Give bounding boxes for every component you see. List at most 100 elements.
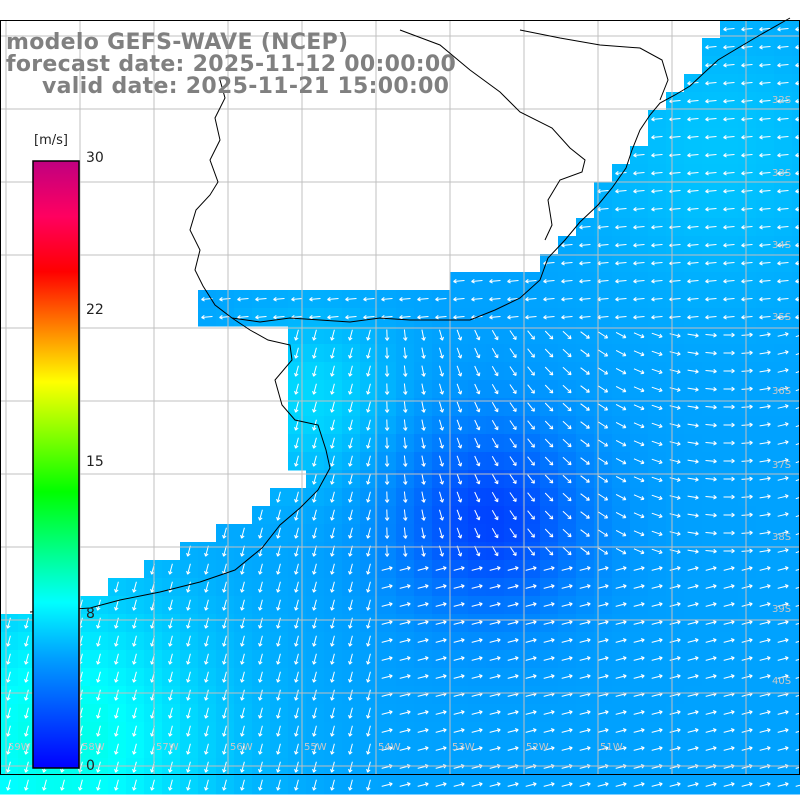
wind-vector-arrow xyxy=(615,475,627,483)
wind-vector-arrow xyxy=(705,135,717,140)
wind-vector-arrow xyxy=(580,421,590,429)
wind-vector-arrow xyxy=(435,297,447,302)
wind-vector-arrow xyxy=(240,671,245,683)
wind-vector-arrow xyxy=(294,653,299,665)
wind-vector-arrow xyxy=(705,315,717,320)
wind-vector-arrow xyxy=(258,509,263,521)
wind-vector-arrow xyxy=(795,622,800,625)
wind-vector-arrow xyxy=(491,329,499,341)
wind-vector-arrow xyxy=(561,656,573,661)
wind-vector-arrow xyxy=(705,243,717,248)
wind-vector-arrow xyxy=(795,730,800,733)
wind-vector-arrow xyxy=(795,568,800,571)
wind-vector-arrow xyxy=(381,782,393,787)
wind-vector-arrow xyxy=(759,512,771,517)
wind-vector-arrow xyxy=(474,473,481,485)
wind-vector-arrow xyxy=(705,189,717,194)
wind-vector-arrow xyxy=(132,671,137,683)
wind-vector-arrow xyxy=(240,779,245,791)
wind-vector-arrow xyxy=(381,620,393,625)
wind-vector-arrow xyxy=(795,99,800,104)
wind-vector-arrow xyxy=(651,225,663,230)
wind-vector-arrow xyxy=(561,584,573,589)
wind-vector-arrow xyxy=(723,404,735,410)
wind-vector-arrow xyxy=(348,617,353,629)
wind-vector-arrow xyxy=(687,477,699,482)
wind-vector-arrow xyxy=(453,656,465,661)
wind-vector-arrow xyxy=(543,710,555,715)
wind-vector-arrow xyxy=(795,550,800,554)
wind-vector-arrow xyxy=(651,243,663,248)
wind-vector-arrow xyxy=(597,782,609,787)
wind-vector-arrow xyxy=(417,602,429,607)
wind-vector-arrow xyxy=(456,509,463,521)
wind-vector-arrow xyxy=(561,620,573,625)
wind-vector-arrow xyxy=(795,766,800,769)
wind-vector-arrow xyxy=(544,510,554,520)
wind-vector-arrow xyxy=(366,725,371,737)
wind-vector-arrow xyxy=(544,402,554,412)
wind-vector-arrow xyxy=(633,350,645,357)
wind-vector-arrow xyxy=(276,761,281,773)
wind-vector-arrow xyxy=(633,404,645,411)
wind-vector-arrow xyxy=(669,656,681,661)
wind-vector-arrow xyxy=(527,456,535,466)
wind-vector-arrow xyxy=(258,743,263,755)
wind-vector-arrow xyxy=(705,620,717,625)
wind-vector-arrow xyxy=(723,171,735,176)
wind-vector-arrow xyxy=(294,329,299,341)
wind-vector-arrow xyxy=(96,779,101,791)
wind-vector-arrow xyxy=(741,315,753,320)
wind-vector-arrow xyxy=(544,438,554,448)
wind-vector-arrow xyxy=(222,653,227,665)
wind-vector-arrow xyxy=(399,728,411,733)
wind-vector-arrow xyxy=(255,297,267,302)
wind-vector-arrow xyxy=(705,99,717,104)
wind-vector-arrow xyxy=(633,458,645,465)
wind-vector-arrow xyxy=(795,243,800,248)
wind-vector-arrow xyxy=(509,492,517,502)
wind-vector-arrow xyxy=(456,383,463,395)
wind-vector-arrow xyxy=(687,441,699,446)
wind-vector-arrow xyxy=(651,728,663,733)
wind-vector-arrow xyxy=(96,617,101,629)
wind-vector-arrow xyxy=(723,243,735,248)
wind-vector-arrow xyxy=(96,599,101,611)
wind-vector-arrow xyxy=(741,782,753,787)
wind-vector-arrow xyxy=(597,602,609,607)
wind-vector-arrow xyxy=(417,620,429,625)
wind-vector-arrow xyxy=(453,584,465,589)
wind-vector-arrow xyxy=(348,581,353,593)
wind-speed-cell xyxy=(792,650,800,669)
wind-vector-arrow xyxy=(114,689,119,701)
wind-vector-arrow xyxy=(795,153,800,158)
wind-vector-arrow xyxy=(651,710,663,715)
wind-vector-arrow xyxy=(651,656,663,661)
wind-vector-arrow xyxy=(651,746,663,751)
wind-vector-arrow xyxy=(705,386,717,392)
wind-vector-arrow xyxy=(471,620,483,625)
wind-vector-arrow xyxy=(435,638,447,643)
wind-vector-arrow xyxy=(456,365,463,377)
wind-vector-arrow xyxy=(543,261,555,266)
wind-vector-arrow xyxy=(543,297,555,302)
wind-vector-arrow xyxy=(330,347,335,359)
wind-vector-arrow xyxy=(399,566,411,571)
wind-vector-arrow xyxy=(687,387,699,392)
wind-vector-arrow xyxy=(580,403,590,411)
wind-speed-cell xyxy=(792,524,800,543)
wind-vector-arrow xyxy=(741,440,753,446)
wind-vector-arrow xyxy=(580,475,590,483)
wind-vector-arrow xyxy=(384,419,390,431)
wind-vector-arrow xyxy=(489,279,501,284)
wind-vector-arrow xyxy=(615,674,627,679)
wind-vector-arrow xyxy=(598,511,609,519)
wind-vector-arrow xyxy=(580,349,590,357)
wind-vector-arrow xyxy=(276,725,281,737)
wind-vector-arrow xyxy=(258,653,263,665)
wind-vector-arrow xyxy=(795,189,800,194)
wind-vector-arrow xyxy=(527,330,535,340)
wind-vector-arrow xyxy=(366,581,371,593)
wind-vector-arrow xyxy=(795,334,800,338)
wind-vector-arrow xyxy=(777,674,789,679)
